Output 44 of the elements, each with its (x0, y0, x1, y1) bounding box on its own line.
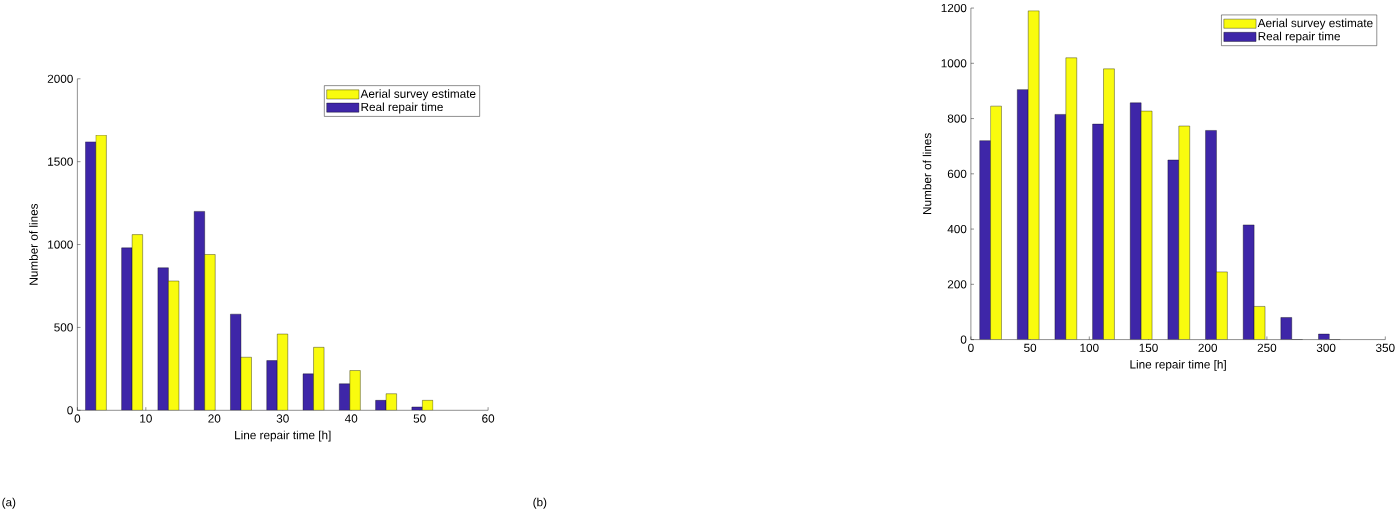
x-tick-label: 50 (1024, 343, 1037, 352)
x-tick-label: 30 (276, 414, 289, 423)
y-tick-label: 0 (67, 405, 73, 415)
y-tick-label: 800 (947, 114, 967, 123)
x-tick-label: 0 (74, 414, 81, 423)
x-axis-title: Line repair time [h] (1130, 359, 1226, 371)
x-tick-label: 50 (413, 414, 426, 423)
bar (1017, 89, 1029, 340)
x-tick-label: 40 (344, 414, 358, 423)
bar (1092, 123, 1104, 340)
text: (b) (533, 497, 547, 509)
y-axis-title: Number of lines (29, 203, 38, 285)
x-tick-label: 60 (482, 414, 495, 423)
y-axis-title: Number of lines (922, 132, 932, 214)
x-tick-label: 150 (1139, 343, 1158, 352)
legend-label: Real repair time (361, 102, 443, 114)
legend-label: Aerial survey estimate (1257, 18, 1373, 30)
x-tick-label: 20 (208, 414, 221, 423)
legend-label: Aerial survey estimate (360, 89, 476, 101)
bar (1205, 130, 1217, 340)
bar (266, 360, 278, 411)
y-tick-label: 1500 (48, 157, 73, 166)
x-tick-label: 0 (968, 343, 974, 352)
x-tick-label: 10 (140, 414, 152, 423)
y-tick-label: 0 (960, 335, 967, 344)
y-tick-label: 500 (54, 323, 73, 332)
bar (1130, 102, 1142, 340)
y-tick-label: 200 (947, 279, 967, 289)
x-axis-title: Line repair time [h] (235, 430, 331, 442)
bar (979, 140, 991, 340)
y-tick-label: 1200 (941, 3, 967, 13)
x-tick-label: 100 (1080, 343, 1099, 352)
x-tick-label: 350 (1375, 343, 1395, 352)
x-tick-label: 250 (1257, 343, 1277, 352)
y-tick-label: 600 (947, 169, 967, 178)
y-tick-label: 400 (947, 224, 967, 234)
legend-label: Real repair time (1258, 31, 1340, 43)
x-tick-label: 300 (1316, 343, 1336, 352)
y-tick-label: 2000 (47, 74, 73, 83)
x-tick-label: 200 (1198, 343, 1218, 352)
bar (95, 134, 107, 411)
y-tick-label: 1000 (941, 58, 967, 68)
y-tick-label: 1000 (48, 240, 73, 249)
text: (a) (2, 497, 16, 509)
